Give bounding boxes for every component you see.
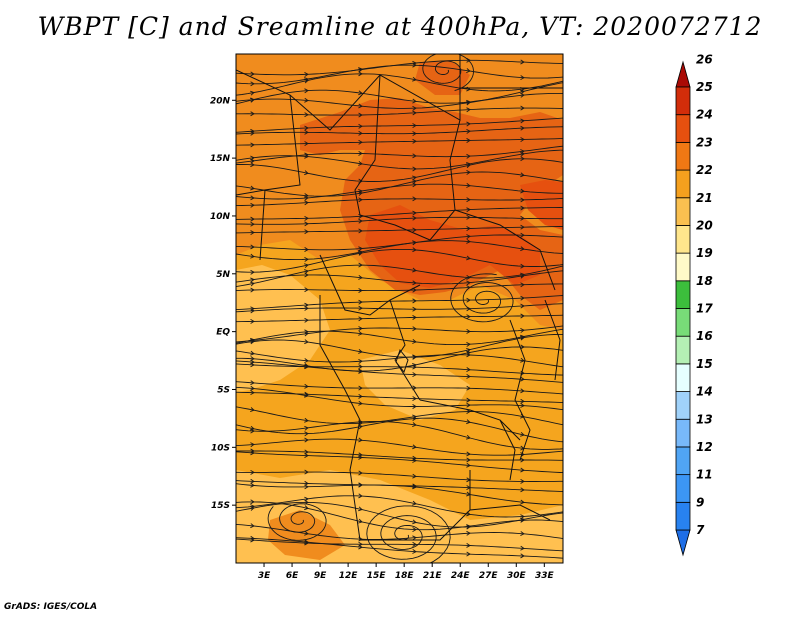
footer-credit: GrADS: IGES/COLA xyxy=(4,602,98,612)
colorbar-label: 17 xyxy=(696,302,713,316)
colorbar: 7 9 11 12 13 14 15 16 17 18 19 20 21 22 23 24 25 26 xyxy=(675,52,713,557)
streamlines xyxy=(236,54,563,563)
colorbar-label: 19 xyxy=(696,246,713,260)
lat-tick-label: 15S xyxy=(211,501,230,511)
lon-tick: 6E xyxy=(286,563,299,581)
lon-tick-label: 3E xyxy=(258,571,271,581)
lon-tick: 9E xyxy=(314,563,327,581)
colorbar-label: 9 xyxy=(696,495,704,509)
lon-tick: 21E xyxy=(423,563,443,581)
colorbar-label: 11 xyxy=(696,468,713,482)
field-region-c22-sw xyxy=(268,510,345,560)
colorbar-label: 18 xyxy=(696,274,713,288)
colorbar-label: 16 xyxy=(696,329,713,343)
lat-tick-label: 5S xyxy=(217,385,230,395)
plot-title: WBPT [C] and Sreamline at 400hPa, VT: 20… xyxy=(37,12,763,41)
colorbar-swatch xyxy=(675,446,691,476)
colorbar-label: 14 xyxy=(696,385,713,399)
colorbar-label: 20 xyxy=(696,218,713,232)
field-region-c20-center xyxy=(360,350,470,420)
lon-tick: 24E xyxy=(451,563,471,581)
colorbar-swatch xyxy=(675,252,691,282)
colorbar-swatch xyxy=(675,141,691,171)
lon-tick: 30E xyxy=(507,563,527,581)
lon-tick-label: 24E xyxy=(451,571,471,581)
lon-tick-label: 33E xyxy=(535,571,555,581)
colorbar-label: 21 xyxy=(696,191,713,205)
lat-tick-label: 20N xyxy=(210,96,231,106)
colorbar-swatch xyxy=(675,197,691,226)
colorbar-swatch xyxy=(675,225,691,254)
lat-tick: 20N xyxy=(210,96,236,106)
lat-tick: 10N xyxy=(210,212,236,222)
colorbar-swatch xyxy=(675,474,691,503)
lat-tick-label: 10S xyxy=(211,443,230,453)
colorbar-swatch xyxy=(675,335,691,365)
colorbar-label: 26 xyxy=(696,52,713,66)
map-area[interactable] xyxy=(236,52,566,567)
lat-tick-label: 10N xyxy=(210,212,231,222)
lon-tick-label: 18E xyxy=(395,571,415,581)
lon-tick-label: 6E xyxy=(286,571,299,581)
colorbar-swatch xyxy=(675,363,691,392)
lat-tick: 5S xyxy=(217,385,236,395)
lon-tick-label: 9E xyxy=(314,571,327,581)
lat-tick: 10S xyxy=(211,443,236,453)
lon-tick: 15E xyxy=(367,563,387,581)
colorbar-label: 22 xyxy=(696,163,713,177)
colorbar-label: 25 xyxy=(696,80,713,94)
colorbar-label: 23 xyxy=(696,135,713,149)
country-boundaries xyxy=(236,54,563,541)
field-region-c24-core xyxy=(365,205,540,288)
lon-tick-label: 30E xyxy=(507,571,527,581)
lat-tick: 15N xyxy=(210,154,236,164)
colorbar-arrow-high xyxy=(675,60,691,88)
colorbar-swatch xyxy=(675,308,691,337)
colorbar-swatch xyxy=(675,391,691,420)
field-region-c24-east xyxy=(520,180,563,230)
lon-tick-label: 21E xyxy=(423,571,443,581)
lat-tick: EQ xyxy=(216,328,236,338)
lon-tick-label: 12E xyxy=(339,571,359,581)
colorbar-label: 7 xyxy=(696,523,705,537)
colorbar-label: 12 xyxy=(696,440,713,454)
colorbar-swatch xyxy=(675,86,691,116)
lat-tick-label: 5N xyxy=(216,270,230,280)
colorbar-swatch xyxy=(675,169,691,199)
lon-tick: 18E xyxy=(395,563,415,581)
lat-tick: 5N xyxy=(216,270,236,280)
colorbar-arrow-low xyxy=(675,529,691,557)
colorbar-swatch xyxy=(675,501,691,531)
lon-tick-label: 27E xyxy=(479,571,499,581)
colorbar-swatch xyxy=(675,280,691,309)
colorbar-label: 24 xyxy=(696,108,713,122)
lon-tick: 12E xyxy=(339,563,359,581)
axis-ticks: 20N 15N 10N 5N EQ 5S 10S 15S 3E 6E 9E 12E 15E 18E 21E 2… xyxy=(210,96,555,581)
lat-tick-label: EQ xyxy=(216,328,230,338)
map-frame xyxy=(235,53,564,564)
colorbar-swatch xyxy=(675,418,691,448)
colorbar-swatch xyxy=(675,114,691,143)
lon-tick: 3E xyxy=(258,563,271,581)
lat-tick-label: 15N xyxy=(210,154,231,164)
lat-tick: 15S xyxy=(211,501,236,511)
lon-tick-label: 15E xyxy=(367,571,387,581)
colorbar-label: 13 xyxy=(696,412,713,426)
lon-tick: 27E xyxy=(479,563,499,581)
colorbar-label: 15 xyxy=(696,357,713,371)
lon-tick: 33E xyxy=(535,563,555,581)
